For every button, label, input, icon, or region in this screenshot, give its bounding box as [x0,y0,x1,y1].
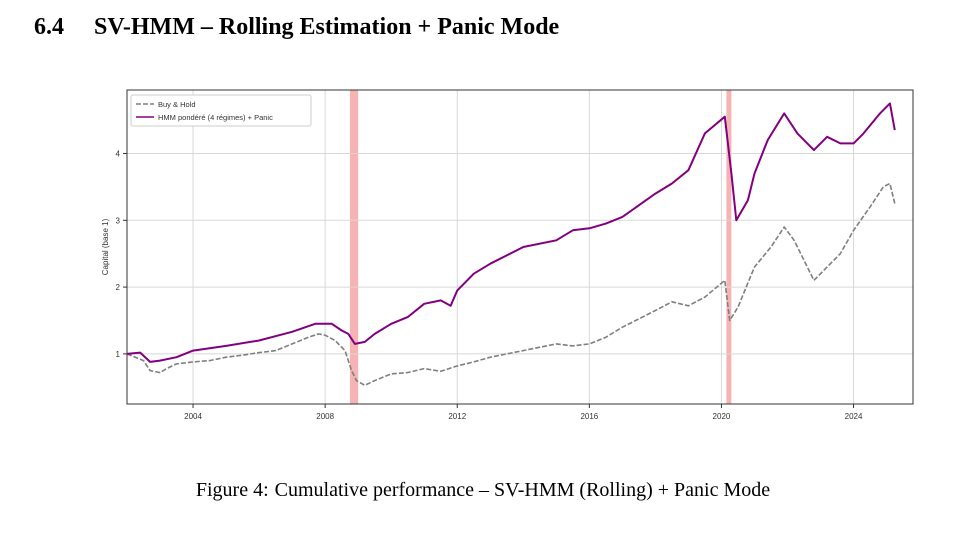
figure: 2004 2008 2012 2016 2020 2024 1 2 3 4 Capital (bas… [101,89,914,421]
y-axis-label: Capital (base 1) [101,218,110,275]
plot-frame [126,89,914,405]
x-tick-label: 2020 [713,412,731,421]
panic-period-1 [349,90,359,404]
figure-caption: Figure 4: Cumulative performance – SV-HMM… [0,479,966,502]
x-tick-label: 2008 [316,412,334,421]
y-tick-label: 4 [116,149,121,158]
series-line-1 [126,182,896,387]
x-tick-label: 2004 [184,412,202,421]
legend-label-1: Buy & Hold [158,100,196,109]
x-tick-label: 2016 [580,412,598,421]
y-tick-label: 3 [116,216,121,225]
x-tick-label: 2024 [845,412,863,421]
legend-label-2: HMM pondéré (4 régimes) + Panic [158,113,273,122]
chart: 2004 2008 2012 2016 2020 2024 1 2 3 4 Capital (bas… [101,89,914,421]
y-tick-label: 2 [116,283,121,292]
legend-box [130,94,312,127]
figure-label: Figure 4: [195,479,269,501]
panic-period-2 [726,90,732,404]
section-title: SV-HMM – Rolling Estimation + Panic Mode [94,14,560,40]
section-heading: 6.4 SV-HMM – Rolling Estimation + Panic M… [34,14,559,41]
series-line-2 [126,102,896,363]
figure-caption-text: Cumulative performance – SV-HMM (Rolling… [274,479,771,501]
section-number: 6.4 [34,14,64,40]
y-tick-label: 1 [116,350,121,359]
x-tick-label: 2012 [448,412,466,421]
